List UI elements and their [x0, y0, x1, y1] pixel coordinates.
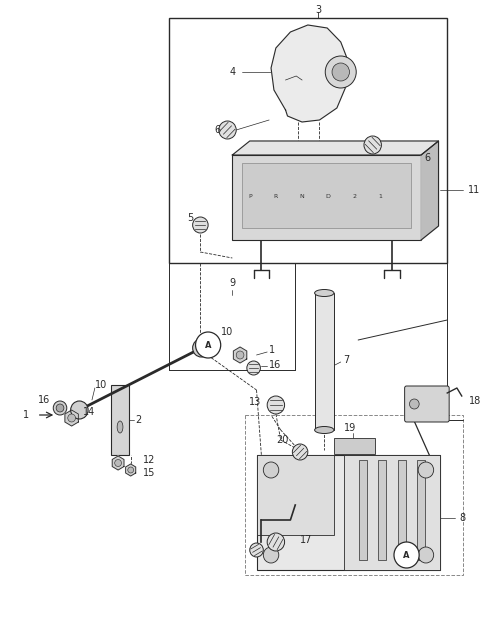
Circle shape — [56, 404, 64, 412]
Circle shape — [264, 547, 279, 563]
Circle shape — [264, 462, 279, 478]
Circle shape — [53, 401, 67, 415]
Circle shape — [128, 467, 133, 473]
Text: P: P — [248, 194, 252, 199]
FancyBboxPatch shape — [405, 386, 449, 422]
Circle shape — [418, 462, 433, 478]
Circle shape — [325, 56, 356, 88]
Text: 19: 19 — [344, 423, 356, 433]
Text: 6: 6 — [215, 125, 221, 135]
Text: N: N — [300, 194, 304, 199]
Circle shape — [236, 351, 244, 359]
Text: 5: 5 — [187, 213, 193, 223]
Text: 10: 10 — [95, 380, 107, 390]
Text: 14: 14 — [83, 407, 96, 417]
Text: 17: 17 — [300, 535, 312, 545]
Circle shape — [192, 217, 208, 233]
Circle shape — [409, 399, 419, 409]
Text: 1: 1 — [379, 194, 383, 199]
Circle shape — [250, 543, 264, 557]
Bar — [359, 460, 367, 560]
Text: 11: 11 — [468, 185, 480, 195]
Text: 15: 15 — [143, 468, 156, 478]
Circle shape — [195, 332, 221, 358]
Circle shape — [267, 396, 285, 414]
Text: 16: 16 — [269, 360, 281, 370]
Polygon shape — [421, 141, 439, 240]
Text: 10: 10 — [221, 327, 233, 337]
Text: 18: 18 — [468, 396, 480, 406]
Text: 2: 2 — [352, 194, 356, 199]
Polygon shape — [233, 347, 247, 363]
Bar — [334, 438, 374, 454]
Circle shape — [192, 339, 210, 357]
Polygon shape — [271, 25, 348, 122]
Circle shape — [71, 401, 88, 419]
Bar — [417, 460, 425, 560]
Text: 13: 13 — [249, 397, 262, 407]
Circle shape — [68, 414, 75, 422]
Bar — [245, 415, 463, 575]
Circle shape — [364, 136, 382, 154]
Polygon shape — [126, 464, 136, 476]
Polygon shape — [232, 141, 439, 155]
Circle shape — [267, 533, 285, 551]
Text: R: R — [274, 194, 278, 199]
Text: 6: 6 — [424, 153, 430, 163]
Polygon shape — [112, 456, 124, 470]
Bar — [242, 163, 411, 228]
Circle shape — [247, 361, 260, 375]
Bar — [232, 155, 421, 240]
Ellipse shape — [314, 427, 334, 433]
Ellipse shape — [314, 290, 334, 297]
Text: A: A — [403, 550, 410, 560]
Bar — [256, 455, 441, 570]
Text: 2: 2 — [135, 415, 142, 425]
Text: 1: 1 — [269, 345, 275, 355]
Text: 9: 9 — [229, 278, 235, 288]
Bar — [256, 455, 334, 535]
Bar — [344, 455, 441, 570]
Circle shape — [115, 459, 121, 466]
Text: 20: 20 — [276, 435, 288, 445]
Text: 4: 4 — [229, 67, 235, 77]
Bar — [398, 460, 406, 560]
Ellipse shape — [117, 421, 123, 433]
Bar — [111, 385, 129, 455]
Polygon shape — [65, 410, 78, 426]
Bar — [379, 460, 386, 560]
Text: 16: 16 — [38, 395, 50, 405]
Bar — [314, 293, 334, 430]
Text: 3: 3 — [315, 5, 321, 15]
Circle shape — [394, 542, 419, 568]
Text: 12: 12 — [143, 455, 156, 465]
Circle shape — [292, 444, 308, 460]
Circle shape — [219, 121, 236, 139]
Circle shape — [418, 547, 433, 563]
Text: 7: 7 — [344, 355, 350, 365]
Bar — [169, 18, 447, 263]
Text: 8: 8 — [460, 513, 466, 523]
Circle shape — [332, 63, 349, 81]
Text: D: D — [326, 194, 331, 199]
Text: A: A — [205, 341, 211, 350]
Text: 1: 1 — [23, 410, 29, 420]
